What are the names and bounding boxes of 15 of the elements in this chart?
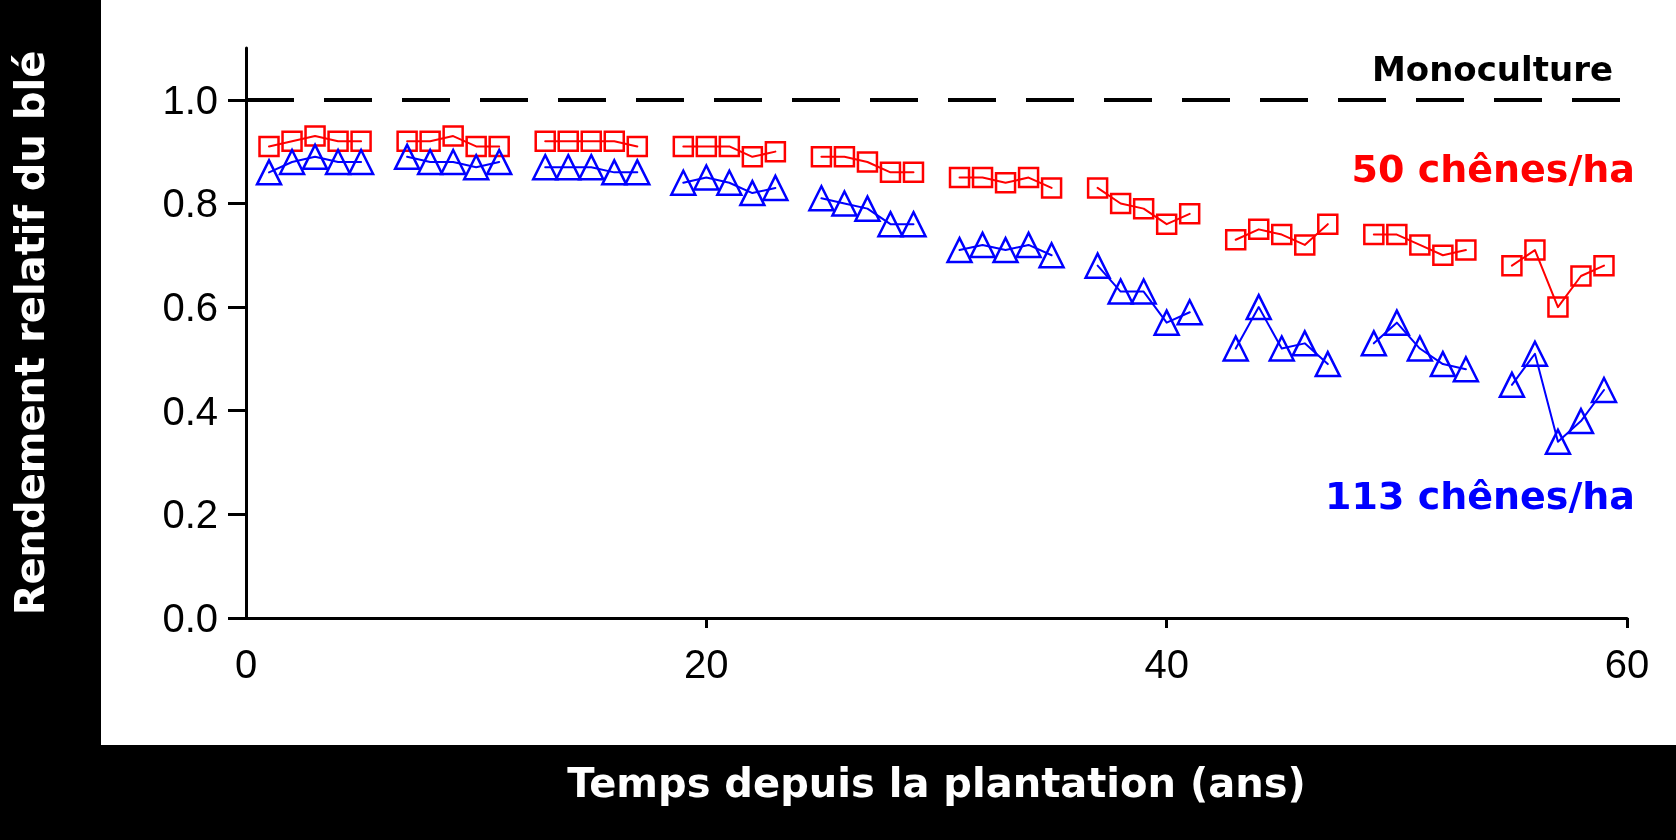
ref-line-label: Monoculture (1371, 48, 1613, 89)
y-tick-label: 0.6 (162, 285, 218, 330)
y-tick-label: 0.4 (162, 388, 218, 433)
series-label: 50 chênes/ha (1351, 147, 1636, 191)
series-label: 113 chênes/ha (1325, 474, 1635, 518)
y-tick-label: 1.0 (162, 77, 218, 122)
x-axis-title: Temps depuis la plantation (ans) (567, 760, 1306, 806)
x-tick-label: 20 (684, 642, 729, 686)
y-axis-title: Rendement relatif du blé (7, 50, 53, 616)
y-tick-label: 0.2 (162, 492, 218, 537)
x-tick-label: 60 (1604, 642, 1650, 686)
y-tick-label: 0.0 (162, 596, 218, 640)
x-tick-label: 40 (1144, 642, 1189, 686)
y-tick-label: 0.8 (162, 181, 218, 226)
x-tick-label: 0 (234, 642, 258, 686)
